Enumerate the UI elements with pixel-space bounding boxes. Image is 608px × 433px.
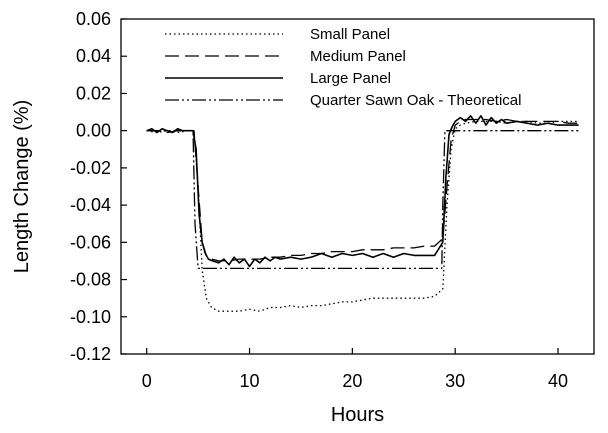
y-tick-label: -0.02	[70, 158, 111, 178]
y-tick-label: 0.00	[76, 121, 111, 141]
x-tick-label: 10	[240, 371, 260, 391]
x-axis-title: Hours	[331, 404, 384, 426]
plot-frame	[120, 18, 595, 355]
y-tick-label: -0.12	[70, 344, 111, 364]
legend-label-4: Quarter Sawn Oak - Theoretical	[310, 92, 521, 109]
x-tick-label: 30	[445, 371, 465, 391]
y-tick-label: -0.06	[70, 232, 111, 252]
y-tick-label: 0.04	[76, 46, 111, 66]
plot-layer	[146, 115, 579, 312]
legend-label-3: Large Panel	[310, 70, 391, 87]
axis-layer: 0.06 0.04 0.02 0.00 -0.02 -0.04 -0.06 -0.08 -0.1…	[70, 9, 595, 391]
x-tick-label: 20	[342, 371, 362, 391]
y-tick-label: 0.02	[76, 83, 111, 103]
legend-label-2: Medium Panel	[310, 48, 406, 65]
y-axis-title: Length Change (%)	[11, 100, 33, 273]
series-line-3	[146, 115, 579, 268]
y-tick-label: -0.10	[70, 307, 111, 327]
x-tick-label: 40	[548, 371, 568, 391]
y-tick-label: -0.08	[70, 270, 111, 290]
x-tick-label: 0	[142, 371, 152, 391]
y-tick-label: 0.06	[76, 9, 111, 29]
legend-label-1: Small Panel	[310, 26, 390, 43]
legend: Small Panel Medium Panel Large Panel Quarte…	[165, 26, 521, 109]
series-line-4	[146, 130, 579, 270]
y-tick-label: -0.04	[70, 195, 111, 215]
